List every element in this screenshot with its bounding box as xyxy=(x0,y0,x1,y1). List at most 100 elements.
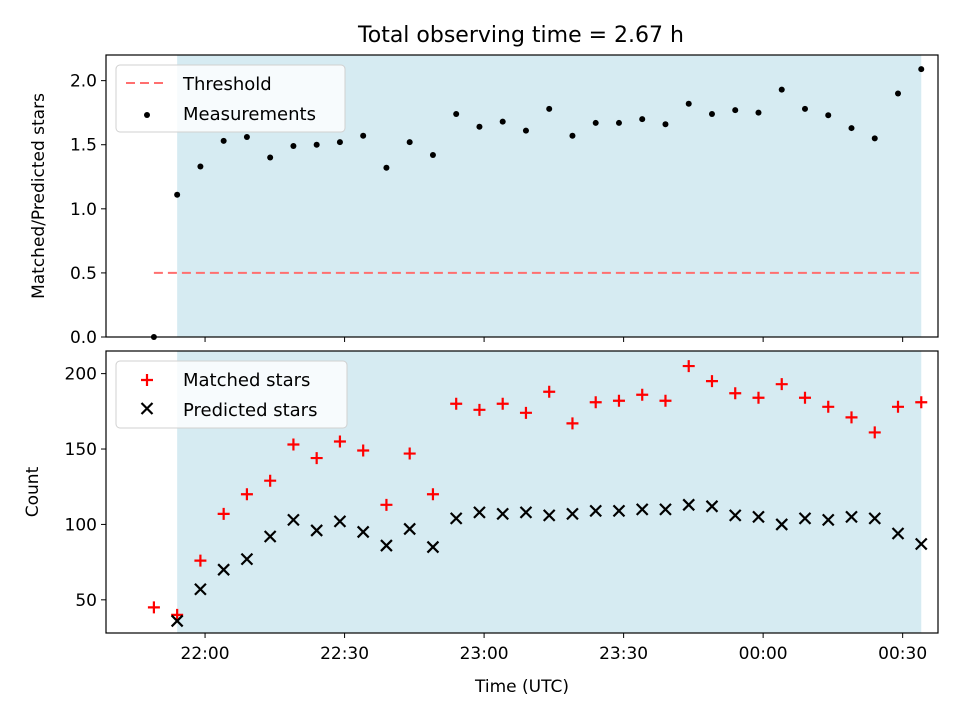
matched-star-point xyxy=(264,474,277,487)
matched-star-point xyxy=(171,608,184,621)
measurement-point xyxy=(406,139,413,146)
measurement-point xyxy=(825,112,832,119)
matched-star-point xyxy=(775,378,788,391)
predicted-star-point xyxy=(217,563,230,576)
matched-star-point xyxy=(473,403,486,416)
measurement-point xyxy=(755,109,762,116)
predicted-star-point xyxy=(705,500,719,513)
measurement-point xyxy=(453,110,460,117)
measurement-point xyxy=(197,163,204,170)
top-legend: Threshold Measurements xyxy=(115,64,346,133)
matched-star-point xyxy=(822,400,835,413)
predicted-star-point xyxy=(798,512,812,525)
matched-star-point xyxy=(798,391,811,404)
bottom-legend: Matched stars Predicted stars xyxy=(115,360,348,429)
predicted-star-point xyxy=(845,510,858,524)
legend-predicted-swatch xyxy=(140,402,154,415)
matched-star-point xyxy=(519,406,532,419)
matched-star-point xyxy=(450,397,463,410)
top-plot-frame xyxy=(105,54,939,338)
matched-star-point xyxy=(682,360,695,373)
matched-star-point xyxy=(287,438,300,451)
measurement-point xyxy=(662,121,669,128)
legend-measurements-label: Measurements xyxy=(183,104,316,125)
measurement-point xyxy=(267,154,274,161)
measurement-point xyxy=(895,90,902,97)
y-tick-label: 0.0 xyxy=(70,328,97,348)
y-tick-label: 2.0 xyxy=(70,72,97,92)
x-tick-label: 22:00 xyxy=(181,644,230,664)
predicted-star-point xyxy=(333,515,347,528)
predicted-star-point xyxy=(682,498,696,512)
predicted-star-point xyxy=(752,510,765,524)
measurement-point xyxy=(569,132,576,139)
predicted-star-point xyxy=(240,552,254,566)
measurement-point xyxy=(848,125,855,132)
predicted-star-point xyxy=(659,503,672,516)
bottom-panel: 50 100 150 200 22:00 22:30 23:00 23:30 00:00 00:3… xyxy=(23,350,939,697)
matched-star-point xyxy=(752,391,765,404)
measurement-point xyxy=(220,137,227,144)
y-tick-label: 1.5 xyxy=(70,136,97,156)
predicted-star-point xyxy=(403,522,416,536)
predicted-star-point xyxy=(310,524,323,537)
matched-star-point xyxy=(380,498,393,511)
measurement-point xyxy=(383,164,390,171)
predicted-star-point xyxy=(496,507,509,521)
x-tick-label: 00:30 xyxy=(878,644,927,664)
predicted-star-point xyxy=(821,513,835,527)
measurement-point xyxy=(732,107,739,114)
predicted-star-point xyxy=(519,506,533,519)
predicted-star-point xyxy=(728,509,742,522)
measurement-point xyxy=(592,119,599,126)
matched-star-point xyxy=(333,435,346,448)
measurement-point xyxy=(360,132,367,139)
matched-star-point xyxy=(147,601,160,614)
predicted-star-point xyxy=(449,512,463,525)
y-tick-label: 200 xyxy=(65,365,97,385)
matched-star-point xyxy=(636,388,649,401)
predicted-star-point xyxy=(263,530,277,543)
measurement-point xyxy=(871,135,878,142)
measurement-point xyxy=(708,110,715,117)
x-tick-label: 23:00 xyxy=(460,644,509,664)
measurement-point xyxy=(522,127,529,134)
legend-measurements-swatch xyxy=(144,112,150,118)
legend-matched-swatch xyxy=(141,374,153,386)
matched-star-point xyxy=(240,488,253,501)
matched-star-point xyxy=(729,387,742,400)
y-axis-label: Matched/Predicted stars xyxy=(29,93,49,299)
x-axis-label: Time (UTC) xyxy=(474,677,569,697)
matched-star-point xyxy=(892,400,905,413)
measurement-point xyxy=(243,134,250,141)
measurement-point xyxy=(778,86,785,93)
legend-frame xyxy=(115,64,346,133)
measurement-point xyxy=(313,141,320,148)
predicted-star-point xyxy=(868,512,882,525)
legend-frame xyxy=(115,360,348,429)
matched-star-point xyxy=(589,396,602,409)
matched-star-point xyxy=(612,394,625,407)
measurement-point xyxy=(290,143,297,150)
legend-matched-label: Matched stars xyxy=(183,370,310,391)
y-tick-label: 1.0 xyxy=(70,200,97,220)
predicted-star-point xyxy=(287,513,300,527)
matched-star-point xyxy=(194,554,207,567)
matched-star-point xyxy=(566,417,579,430)
measurement-point xyxy=(546,105,553,112)
predicted-star-point xyxy=(473,506,486,519)
measurement-point xyxy=(918,66,925,73)
matched-star-point xyxy=(915,396,928,409)
measurement-point xyxy=(499,118,506,125)
predicted-star-point xyxy=(891,527,905,540)
x-tick-label: 23:30 xyxy=(599,644,648,664)
matched-star-point xyxy=(217,507,230,520)
matched-star-point xyxy=(403,447,416,460)
legend-predicted-label: Predicted stars xyxy=(183,400,317,421)
measurement-point xyxy=(801,105,808,112)
legend-threshold-label: Threshold xyxy=(182,74,272,95)
predicted-star-point xyxy=(356,525,370,539)
matched-star-point xyxy=(659,394,672,407)
matched-star-point xyxy=(845,411,858,424)
